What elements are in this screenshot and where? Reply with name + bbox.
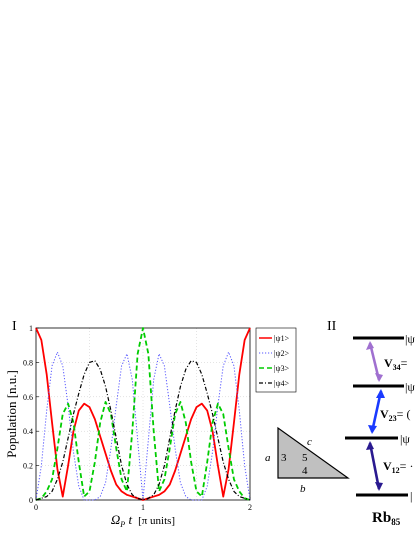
coupling-arrow-23-head-bottom — [368, 425, 377, 434]
x-axis-label-sub: P — [119, 520, 125, 529]
coupling-label-34: V34= — [384, 356, 408, 372]
x-tick-label: 2 — [248, 503, 252, 512]
level-2-label: |ψ — [400, 432, 410, 446]
coupling-label-23-suffix: = ( — [397, 407, 411, 421]
triangle-side-b: b — [300, 483, 306, 495]
panel-label-I: I — [12, 319, 17, 334]
legend-label-3: |ψ3> — [274, 364, 290, 373]
atom-label-main: Rb — [372, 510, 391, 526]
coupling-label-34-main: V — [384, 356, 393, 370]
series-line-1 — [35, 327, 251, 501]
x-axis-label-units: [π units] — [138, 515, 175, 527]
energy-levels: |ψ |ψ |ψ | — [345, 332, 415, 503]
coupling-arrows — [366, 341, 385, 491]
series-line-4 — [35, 360, 251, 501]
plot-frame — [35, 327, 251, 501]
legend-label-4: |ψ4> — [274, 379, 290, 388]
coupling-label-34-suffix: = — [401, 356, 408, 370]
triangle-shape — [277, 426, 350, 479]
triangle-side-c: c — [307, 436, 312, 448]
level-1-label: | — [410, 489, 412, 503]
y-tick-label: 0.8 — [23, 358, 33, 367]
x-axis-label: ΩP t [π units] — [111, 512, 175, 529]
series-line-3 — [35, 327, 251, 501]
coupling-label-23-main: V — [380, 407, 389, 421]
plot-grid — [36, 328, 250, 500]
atom-label: Rb85 — [372, 510, 401, 527]
level-3-label: |ψ — [405, 380, 415, 394]
x-axis-label-omega: Ω — [111, 512, 120, 527]
legend-label-2: |ψ2> — [274, 349, 290, 358]
x-tick-label: 1 — [141, 503, 145, 512]
level-4-label: |ψ — [405, 332, 415, 346]
y-tick-label: 0.6 — [23, 393, 33, 402]
y-tick-label: 1 — [29, 324, 33, 333]
coupling-arrow-34-head-top — [366, 341, 374, 350]
coupling-arrow-12-head-top — [366, 441, 374, 450]
y-tick-label: 0.4 — [23, 427, 33, 436]
y-tick-label: 0.2 — [23, 462, 33, 471]
panel-label-II: II — [327, 319, 337, 334]
triangle-num-4: 4 — [302, 465, 308, 477]
coupling-label-23-sub: 23 — [389, 414, 397, 423]
coupling-arrow-12 — [368, 442, 381, 490]
triangle-num-3: 3 — [281, 452, 287, 464]
triangle-num-5: 5 — [302, 452, 308, 464]
coupling-label-12-suffix: = · — [400, 459, 414, 473]
x-axis-label-t: t — [125, 512, 132, 527]
triangle-side-a: a — [265, 452, 271, 464]
coupling-arrow-23-head-top — [376, 389, 385, 398]
coupling-labels: V34= V23= ( V12= · — [380, 356, 413, 475]
axis-ticks: 0 1 2 0 0.2 0.4 0.6 0.8 1 — [23, 324, 252, 512]
y-axis-label: Population [n.u.] — [4, 370, 19, 458]
legend-label-1: |ψ1> — [274, 334, 290, 343]
coupling-label-12: V12= · — [383, 459, 413, 475]
coupling-label-34-sub: 34 — [393, 363, 401, 372]
y-tick-label: 0 — [29, 496, 33, 505]
legend-items: |ψ1> |ψ2> |ψ3> |ψ4> — [259, 334, 290, 388]
coupling-label-12-main: V — [383, 459, 392, 473]
triangle-figure: a c b 3 5 4 — [265, 426, 350, 495]
coupling-arrow-12-head-bottom — [375, 482, 383, 491]
series-layer — [35, 327, 251, 501]
atom-label-sub: 85 — [391, 517, 401, 527]
x-tick-label: 0 — [34, 503, 38, 512]
coupling-label-12-sub: 12 — [392, 466, 400, 475]
legend: |ψ1> |ψ2> |ψ3> |ψ4> — [255, 327, 297, 393]
coupling-arrow-34-head-bottom — [375, 373, 383, 382]
series-line-2 — [35, 351, 251, 501]
coupling-label-23: V23= ( — [380, 407, 410, 423]
